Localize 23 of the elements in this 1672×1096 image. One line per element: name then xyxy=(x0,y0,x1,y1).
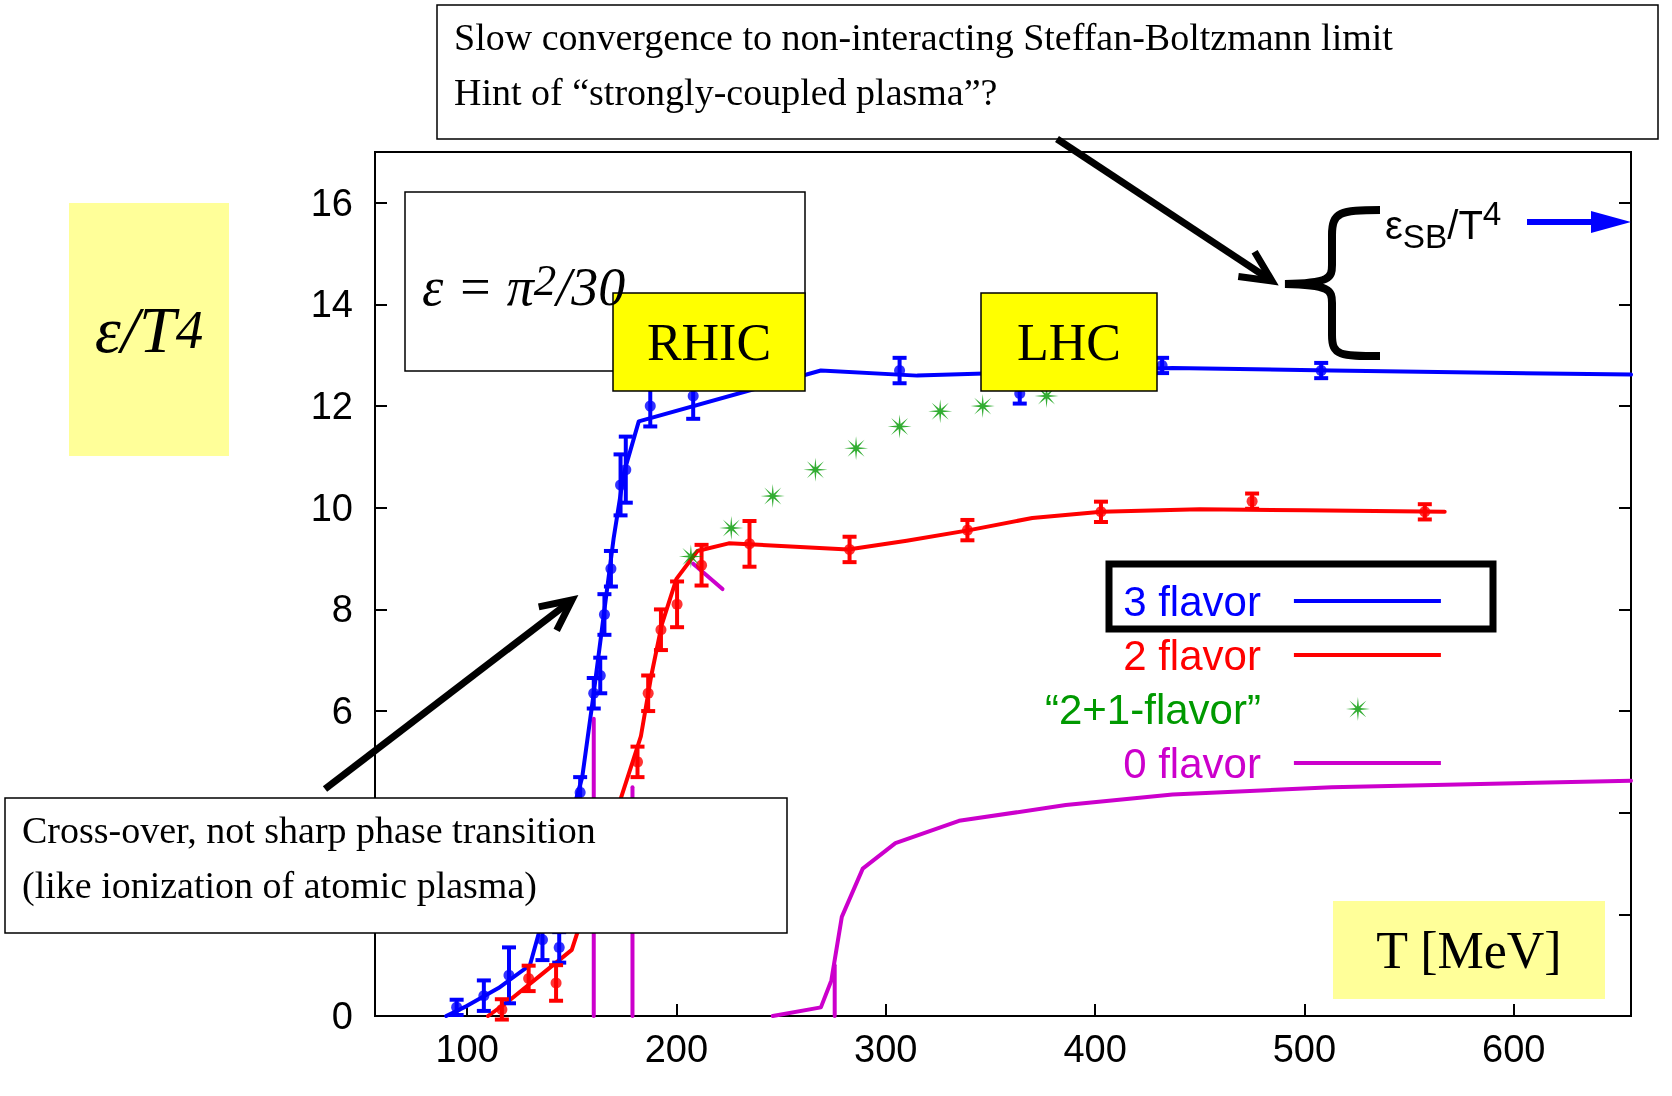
x-axis-title: T [MeV] xyxy=(1333,901,1605,999)
x-tick-label: 300 xyxy=(854,1028,918,1070)
legend-label: 3 flavor xyxy=(1123,577,1261,625)
text: Slow convergence to non-interacting Steffan-Boltzmann limit Hint of “strongly-coupled plasma”? xyxy=(453,15,1394,116)
y-tick-label: 16 xyxy=(310,181,353,224)
y-tick-label: 0 xyxy=(331,995,353,1037)
legend-label: 0 flavor xyxy=(1123,739,1261,787)
annotation: ε = π$^{2}$/30 xyxy=(422,254,626,317)
x-tick-label: 600 xyxy=(1482,1028,1546,1070)
annotation: ε$_{SB}$/T$^{4}$ xyxy=(1385,195,1502,257)
y-tick-label: 8 xyxy=(331,588,353,631)
y-tick-label: 10 xyxy=(310,486,353,529)
legend-label: 2 flavor xyxy=(1123,631,1261,679)
y-tick-label: 6 xyxy=(331,690,353,733)
x-tick-label: 400 xyxy=(1063,1028,1127,1070)
legend-label: “2+1-flavor” xyxy=(1045,685,1261,733)
x-tick-label: 200 xyxy=(644,1028,709,1070)
annotation: Cross-over, not sharp phase transition (like ionization of atomic plasma) xyxy=(21,808,597,909)
y-tick-label: 14 xyxy=(310,283,353,326)
x-tick-label: 500 xyxy=(1272,1028,1337,1070)
y-tick-label: 12 xyxy=(310,385,353,428)
annotation: RHIC xyxy=(646,313,772,371)
x-tick-label: 100 xyxy=(435,1028,499,1070)
